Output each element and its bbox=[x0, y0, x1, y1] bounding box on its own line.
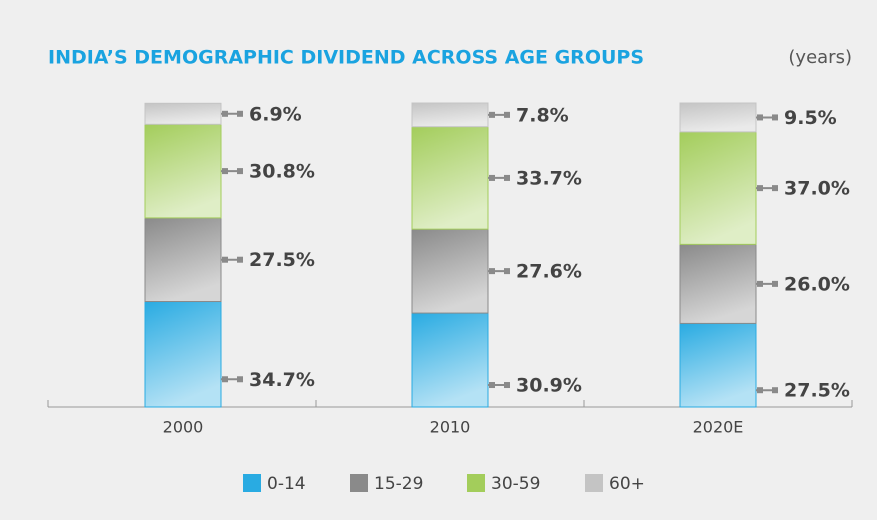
legend-swatch bbox=[585, 474, 603, 492]
value-label: 34.7% bbox=[249, 369, 315, 391]
bar-segment-fill bbox=[411, 312, 489, 408]
connector-dot bbox=[489, 174, 495, 181]
value-label: 9.5% bbox=[784, 107, 837, 129]
connector-dot bbox=[757, 185, 763, 192]
value-label: 7.8% bbox=[516, 104, 569, 126]
connector-dot bbox=[504, 174, 510, 181]
bar-segment-fill bbox=[144, 301, 222, 408]
value-label: 30.9% bbox=[516, 375, 582, 397]
connector-dot bbox=[489, 111, 495, 118]
connector-dot bbox=[504, 382, 510, 389]
bar-segment-fill bbox=[679, 243, 757, 324]
value-label: 27.6% bbox=[516, 261, 582, 283]
connector-dot bbox=[237, 256, 243, 263]
bar-segment-fill bbox=[411, 126, 489, 230]
value-label: 37.0% bbox=[784, 178, 850, 200]
value-label: 6.9% bbox=[249, 103, 302, 125]
connector-dot bbox=[772, 280, 778, 287]
value-label: 27.5% bbox=[249, 249, 315, 271]
bar-segment-fill bbox=[144, 102, 222, 125]
connector-dot bbox=[222, 376, 228, 383]
bar-segment-fill bbox=[679, 131, 757, 245]
bar-segment-fill bbox=[679, 322, 757, 408]
connector-dot bbox=[222, 256, 228, 263]
chart-title: INDIA’S DEMOGRAPHIC DIVIDEND ACROSS AGE … bbox=[48, 47, 644, 69]
connector-dot bbox=[237, 110, 243, 117]
connector-dot bbox=[222, 110, 228, 117]
legend-label: 15-29 bbox=[374, 474, 423, 494]
value-label: 26.0% bbox=[784, 273, 850, 295]
connector-dot bbox=[222, 168, 228, 175]
connector-dot bbox=[504, 111, 510, 118]
legend-swatch bbox=[350, 474, 368, 492]
value-label: 33.7% bbox=[516, 167, 582, 189]
connector-dot bbox=[489, 268, 495, 275]
connector-dot bbox=[772, 185, 778, 192]
bar-segment-fill bbox=[411, 102, 489, 128]
connector-dot bbox=[757, 114, 763, 121]
x-tick-label: 2000 bbox=[163, 418, 204, 437]
connector-dot bbox=[504, 268, 510, 275]
legend-label: 60+ bbox=[609, 474, 645, 494]
legend-label: 0-14 bbox=[267, 474, 306, 494]
x-tick-label: 2020E bbox=[693, 418, 744, 437]
bar-segment-fill bbox=[144, 217, 222, 303]
legend-swatch bbox=[243, 474, 261, 492]
value-label: 30.8% bbox=[249, 161, 315, 183]
chart-subtitle: (years) bbox=[788, 47, 852, 68]
connector-dot bbox=[757, 387, 763, 394]
connector-dot bbox=[772, 387, 778, 394]
bar-segment-fill bbox=[144, 123, 222, 219]
bar-segment-fill bbox=[411, 228, 489, 314]
legend-label: 30-59 bbox=[491, 474, 540, 494]
bar-segment-fill bbox=[679, 102, 757, 133]
connector-dot bbox=[772, 114, 778, 121]
connector-dot bbox=[489, 382, 495, 389]
value-label: 27.5% bbox=[784, 380, 850, 402]
x-tick-label: 2010 bbox=[430, 418, 471, 437]
legend-swatch bbox=[467, 474, 485, 492]
connector-dot bbox=[757, 280, 763, 287]
connector-dot bbox=[237, 376, 243, 383]
connector-dot bbox=[237, 168, 243, 175]
